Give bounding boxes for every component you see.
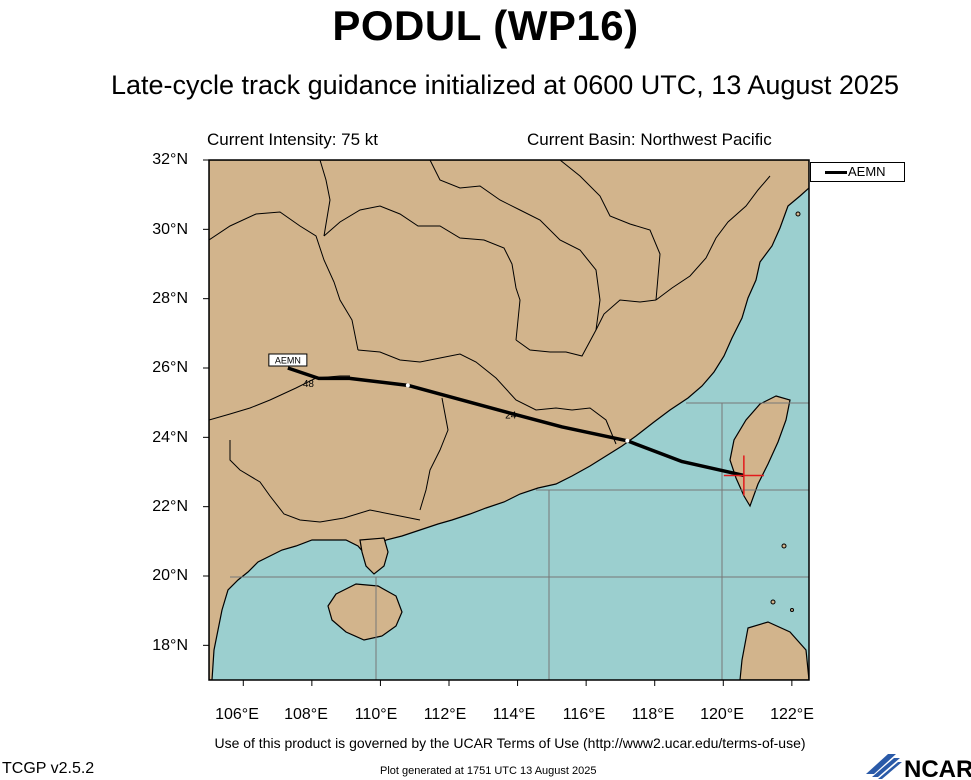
legend-line-swatch [825, 171, 847, 174]
legend-box: AEMN [810, 162, 905, 182]
small-island [790, 608, 794, 612]
lon-label: 112°E [423, 706, 467, 723]
track-end-label-box [268, 353, 308, 367]
lon-label: 122°E [770, 706, 814, 723]
taiwan-island [729, 395, 791, 508]
track-position-dots [405, 383, 630, 443]
lat-label: 30°N [152, 221, 188, 238]
lat-label: 28°N [152, 290, 188, 307]
track-dot [625, 438, 630, 443]
storm-title: PODUL (WP16) [332, 2, 639, 49]
province-borders [209, 160, 771, 523]
lon-label: 120°E [700, 706, 744, 723]
lon-label: 108°E [284, 706, 328, 723]
lon-label: 106°E [215, 706, 259, 723]
grid-lines [230, 402, 809, 680]
current-basin: Current Basin: Northwest Pacific [527, 130, 772, 149]
plot-subtitle: Late-cycle track guidance initialized at… [111, 70, 899, 100]
ncar-logo: NCAR [866, 754, 971, 780]
track-end-label-text: AEMN [275, 356, 301, 366]
hour-label: 48 [303, 379, 315, 390]
lat-label: 32°N [152, 151, 188, 168]
current-position-marker [723, 455, 764, 496]
lat-label: 18°N [152, 637, 188, 654]
terms-of-use: Use of this product is governed by the U… [214, 735, 806, 751]
luzon-island [739, 621, 809, 680]
lat-label: 22°N [152, 498, 188, 515]
generated-timestamp: Plot generated at 1751 UTC 13 August 202… [380, 765, 597, 777]
leizhou-peninsula [359, 537, 389, 575]
version-label: TCGP v2.5.2 [2, 760, 95, 777]
lon-label: 110°E [354, 706, 398, 723]
small-island [781, 543, 787, 549]
lon-label: 114°E [492, 706, 536, 723]
hainan-island [327, 583, 403, 641]
hour-labels: 24 48 [303, 379, 517, 421]
track-line [287, 366, 745, 478]
track-end-label: AEMN [268, 353, 308, 367]
current-intensity: Current Intensity: 75 kt [207, 130, 379, 149]
lat-label: 24°N [152, 429, 188, 446]
track-dot [405, 383, 410, 388]
small-island [770, 599, 776, 605]
hour-label: 24 [505, 410, 517, 421]
lat-label: 20°N [152, 567, 188, 584]
lon-label: 118°E [631, 706, 675, 723]
small-island [795, 211, 801, 217]
legend-entry-label: AEMN [848, 164, 886, 179]
lon-label: 116°E [562, 706, 606, 723]
map-frame [208, 159, 810, 681]
lat-label: 26°N [152, 359, 188, 376]
axis-ticks [203, 159, 793, 686]
mainland-landmass [209, 160, 809, 680]
ncar-logo-mark [866, 754, 902, 779]
ncar-logo-text: NCAR [904, 756, 971, 780]
